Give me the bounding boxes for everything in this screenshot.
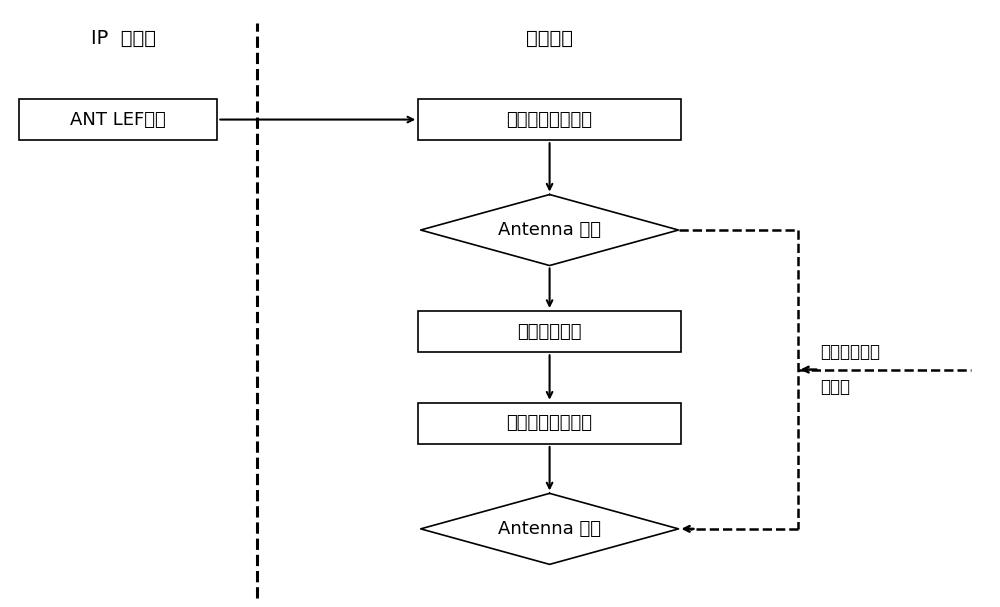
Text: Antenna 检查: Antenna 检查 bbox=[498, 520, 601, 538]
Text: 客户最终芯片版图: 客户最终芯片版图 bbox=[507, 415, 593, 432]
Text: 自动布局布线工具: 自动布局布线工具 bbox=[507, 110, 593, 129]
FancyBboxPatch shape bbox=[418, 402, 681, 444]
Text: ANT LEF文本: ANT LEF文本 bbox=[70, 110, 166, 129]
Text: IP  供应商: IP 供应商 bbox=[91, 29, 156, 48]
Text: 设计公司: 设计公司 bbox=[526, 29, 573, 48]
FancyBboxPatch shape bbox=[418, 99, 681, 140]
Text: 能矛盾: 能矛盾 bbox=[820, 378, 850, 396]
Text: 版图工具修改: 版图工具修改 bbox=[517, 322, 582, 341]
Text: Antenna 检查: Antenna 检查 bbox=[498, 221, 601, 239]
Text: 两者结果有可: 两者结果有可 bbox=[820, 343, 880, 361]
FancyBboxPatch shape bbox=[19, 99, 217, 140]
FancyBboxPatch shape bbox=[418, 311, 681, 352]
